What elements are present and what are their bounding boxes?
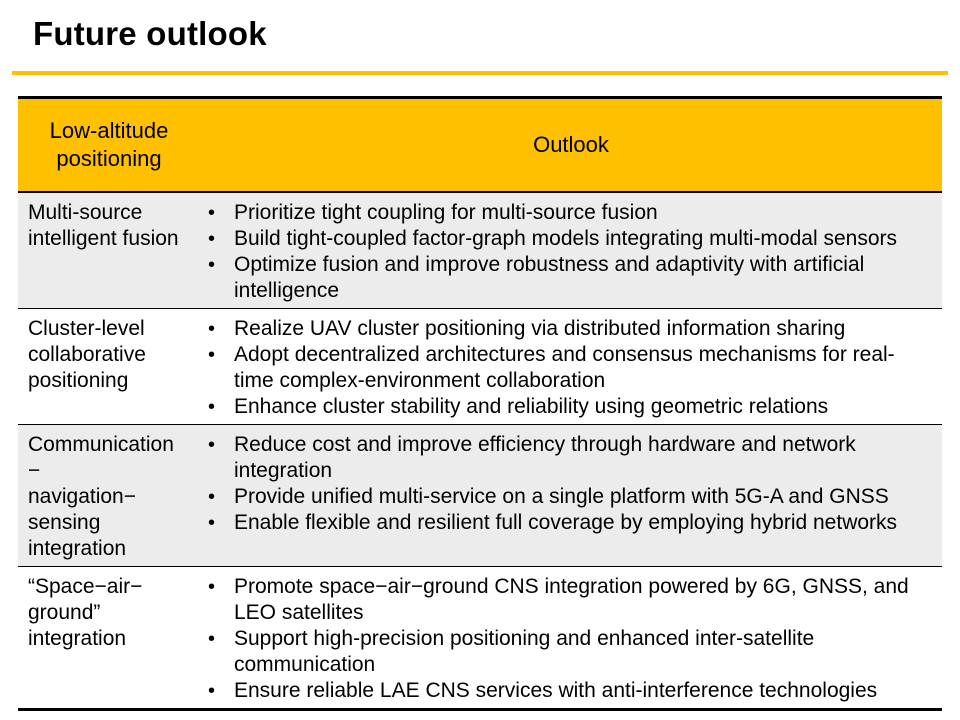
table-row-cluster-collaborative-positioning: Cluster-level collaborative positioning … bbox=[18, 308, 942, 425]
bullet-icon: • bbox=[208, 344, 216, 366]
bullet-icon: • bbox=[208, 434, 216, 456]
bullet-item: • Enhance cluster stability and reliabil… bbox=[208, 394, 938, 420]
bullet-item: • Promote space−air−ground CNS integrati… bbox=[208, 574, 938, 626]
bullet-icon: • bbox=[208, 254, 216, 276]
table-header-row: Low-altitude positioning Outlook bbox=[18, 97, 942, 193]
bullet-text: Adopt decentralized architectures and co… bbox=[234, 343, 895, 392]
bullet-icon: • bbox=[208, 318, 216, 340]
bullet-text: Enhance cluster stability and reliabilit… bbox=[234, 395, 829, 418]
bullet-text: Provide unified multi-service on a singl… bbox=[234, 485, 889, 508]
bullet-item: • Prioritize tight coupling for multi-so… bbox=[208, 200, 938, 226]
bullet-item: • Adopt decentralized architectures and … bbox=[208, 342, 938, 394]
table-row-multi-source-fusion: Multi-source intelligent fusion • Priori… bbox=[18, 191, 942, 309]
bullet-icon: • bbox=[208, 396, 216, 418]
category-cell: Multi-source intelligent fusion bbox=[18, 191, 200, 309]
outlook-cell: • Prioritize tight coupling for multi-so… bbox=[200, 191, 942, 309]
bullet-text: Promote space−air−ground CNS integration… bbox=[234, 575, 909, 624]
header-cell-low-altitude-positioning: Low-altitude positioning bbox=[18, 97, 200, 193]
title-accent-rule bbox=[12, 71, 948, 75]
bullet-text: Enable flexible and resilient full cover… bbox=[234, 511, 898, 534]
table-row-space-air-ground-integration: “Space−air− ground” integration • Promot… bbox=[18, 566, 942, 710]
bullet-item: • Optimize fusion and improve robustness… bbox=[208, 252, 938, 304]
bullet-text: Realize UAV cluster positioning via dist… bbox=[234, 317, 846, 340]
bullet-text: Prioritize tight coupling for multi-sour… bbox=[234, 201, 658, 224]
bullet-icon: • bbox=[208, 228, 216, 250]
bullet-text: Ensure reliable LAE CNS services with an… bbox=[234, 679, 878, 702]
outlook-cell: • Reduce cost and improve efficiency thr… bbox=[200, 424, 942, 567]
bullet-item: • Realize UAV cluster positioning via di… bbox=[208, 316, 938, 342]
bullet-item: • Build tight-coupled factor-graph model… bbox=[208, 226, 938, 252]
bullet-item: • Ensure reliable LAE CNS services with … bbox=[208, 678, 938, 704]
outlook-cell: • Realize UAV cluster positioning via di… bbox=[200, 308, 942, 425]
bullet-item: • Reduce cost and improve efficiency thr… bbox=[208, 432, 938, 484]
bullet-icon: • bbox=[208, 512, 216, 534]
outlook-cell: • Promote space−air−ground CNS integrati… bbox=[200, 566, 942, 710]
table-row-comm-nav-sensing-integration: Communication − navigation− sensing inte… bbox=[18, 424, 942, 567]
header-cell-outlook: Outlook bbox=[200, 97, 942, 193]
page-title: Future outlook bbox=[33, 15, 267, 52]
bullet-item: • Support high-precision positioning and… bbox=[208, 626, 938, 678]
bullet-icon: • bbox=[208, 628, 216, 650]
bullet-icon: • bbox=[208, 680, 216, 702]
bullet-item: • Provide unified multi-service on a sin… bbox=[208, 484, 938, 510]
bullet-icon: • bbox=[208, 202, 216, 224]
bullet-item: • Enable flexible and resilient full cov… bbox=[208, 510, 938, 536]
category-cell: “Space−air− ground” integration bbox=[18, 566, 200, 710]
bullet-icon: • bbox=[208, 576, 216, 598]
bullet-text: Optimize fusion and improve robustness a… bbox=[234, 253, 865, 302]
bullet-text: Build tight-coupled factor-graph models … bbox=[234, 227, 897, 250]
bullet-text: Support high-precision positioning and e… bbox=[234, 627, 815, 676]
category-cell: Cluster-level collaborative positioning bbox=[18, 308, 200, 425]
bullet-text: Reduce cost and improve efficiency throu… bbox=[234, 433, 856, 482]
outlook-table: Low-altitude positioning Outlook Multi-s… bbox=[18, 96, 942, 711]
category-cell: Communication − navigation− sensing inte… bbox=[18, 424, 200, 567]
bullet-icon: • bbox=[208, 486, 216, 508]
